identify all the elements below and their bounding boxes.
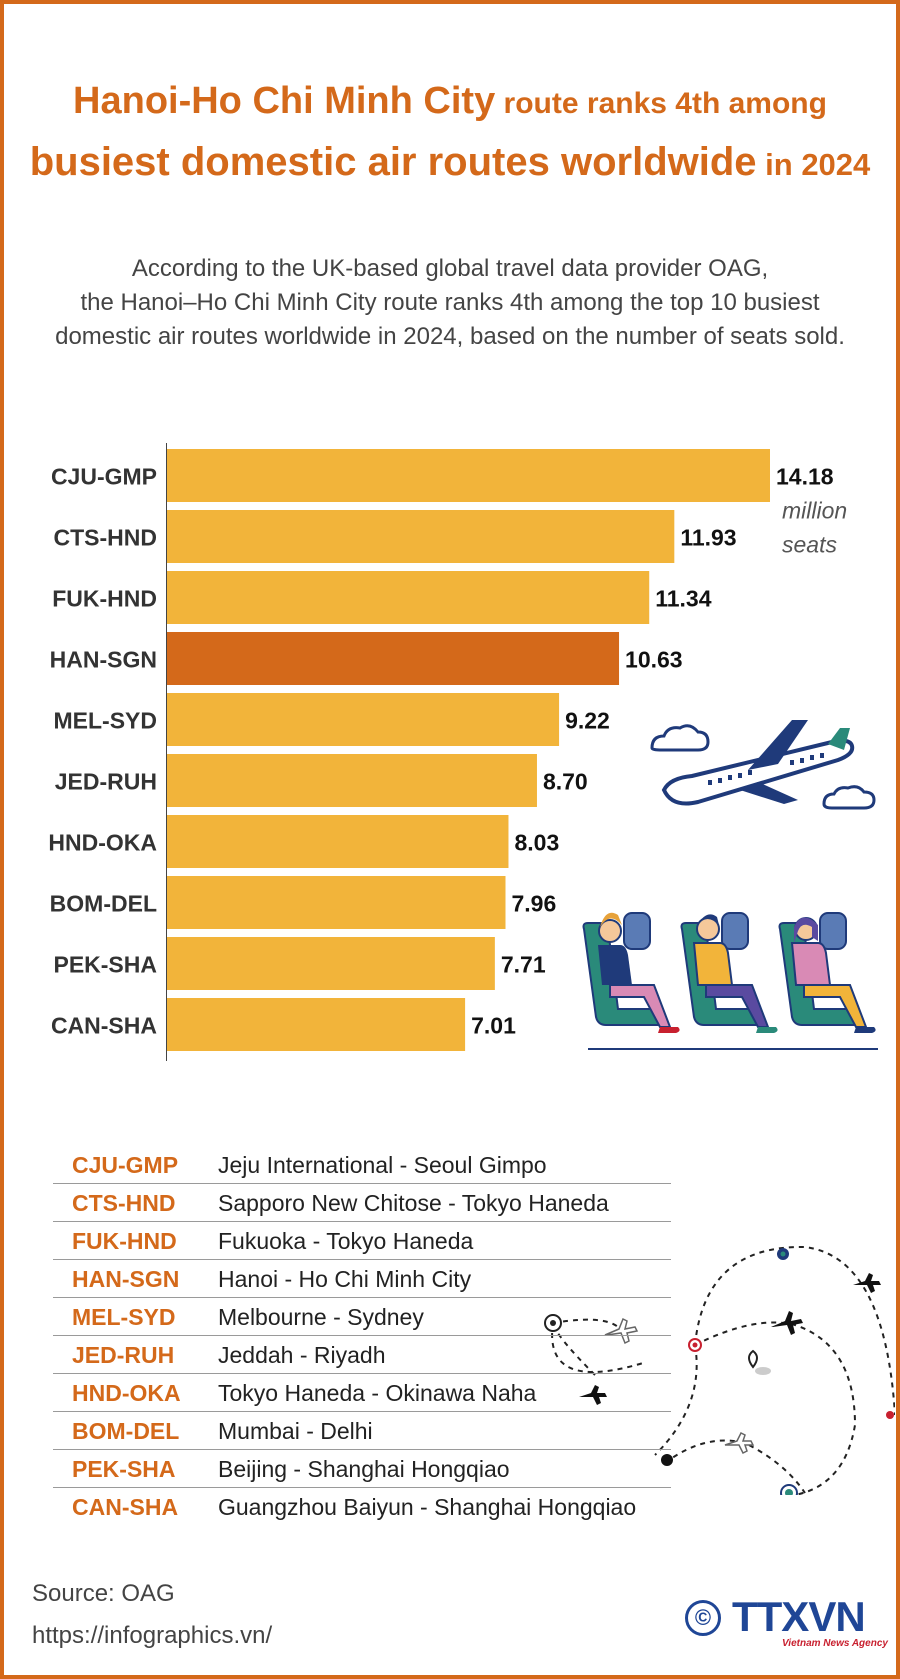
- category-label: CTS-HND: [54, 525, 158, 551]
- brand-subtitle: Vietnam News Agency: [782, 1638, 888, 1649]
- category-label: CAN-SHA: [51, 1013, 157, 1039]
- legend-row: JED-RUH Jeddah - Riyadh: [53, 1336, 671, 1374]
- value-label: 14.18: [776, 464, 834, 490]
- title-part-2: route ranks 4th among: [495, 87, 827, 120]
- value-label: 8.70: [543, 769, 588, 795]
- value-label: 10.63: [625, 647, 683, 673]
- legend-code: CAN-SHA: [72, 1494, 179, 1520]
- bar-jed-ruh: [167, 754, 537, 807]
- seat-passenger-2: [680, 912, 778, 1033]
- source-url[interactable]: https://infographics.vn/: [32, 1622, 273, 1649]
- legend-row: FUK-HND Fukuoka - Tokyo Haneda: [53, 1222, 671, 1260]
- passengers-seated: [582, 912, 878, 1050]
- title-part-1: Hanoi-Ho Chi Minh City: [73, 80, 496, 122]
- subtitle: According to the UK-based global travel …: [30, 252, 870, 354]
- cloud-icon: [650, 724, 710, 752]
- value-label: 11.34: [655, 586, 711, 612]
- bar-mel-syd: [167, 693, 560, 746]
- value-label: 9.22: [565, 708, 610, 734]
- brand-logo: TTXVN: [732, 1593, 866, 1640]
- category-label: JED-RUH: [55, 769, 157, 795]
- title-part-4: in 2024: [756, 147, 871, 182]
- category-label: PEK-SHA: [53, 952, 157, 978]
- unit-label: million: [782, 498, 847, 524]
- subtitle-line-2: the Hanoi–Ho Chi Minh City route ranks 4…: [80, 289, 820, 316]
- airplane-icon: [771, 1311, 803, 1335]
- value-label: 11.93: [680, 525, 736, 551]
- bar-han-sgn: [167, 632, 620, 685]
- title-part-3: busiest domestic air routes worldwide: [29, 140, 757, 184]
- bar-fuk-hnd: [167, 571, 650, 624]
- unit-label: seats: [782, 532, 837, 558]
- legend-code: JED-RUH: [72, 1342, 175, 1368]
- category-label: HAN-SGN: [50, 647, 157, 673]
- legend-name: Tokyo Haneda - Okinawa Naha: [218, 1380, 537, 1406]
- legend-name: Mumbai - Delhi: [218, 1418, 373, 1444]
- legend-name: Hanoi - Ho Chi Minh City: [218, 1266, 472, 1292]
- airplane-icon: [724, 1431, 755, 1455]
- airplane-icon: [650, 720, 876, 810]
- map-pin-icon: [748, 1349, 771, 1375]
- legend-row: PEK-SHA Beijing - Shanghai Hongqiao: [53, 1450, 671, 1488]
- bar-hnd-oka: [167, 815, 509, 868]
- value-label: 7.71: [501, 952, 546, 978]
- legend-code: MEL-SYD: [72, 1304, 176, 1330]
- category-label: HND-OKA: [48, 830, 157, 856]
- page-title: Hanoi-Ho Chi Minh City route ranks 4th a…: [0, 82, 900, 204]
- legend-row: MEL-SYD Melbourne - Sydney: [53, 1298, 671, 1336]
- category-label: FUK-HND: [52, 586, 157, 612]
- category-label: BOM-DEL: [50, 891, 157, 917]
- flight-routes-map: [544, 1245, 895, 1495]
- legend-row: CTS-HND Sapporo New Chitose - Tokyo Hane…: [53, 1184, 671, 1222]
- legend-row: CJU-GMP Jeju International - Seoul Gimpo: [53, 1146, 671, 1184]
- legend-name: Sapporo New Chitose - Tokyo Haneda: [218, 1190, 609, 1216]
- legend-name: Melbourne - Sydney: [218, 1304, 424, 1330]
- legend-code: CTS-HND: [72, 1190, 176, 1216]
- bar-bom-del: [167, 876, 506, 929]
- legend-row: BOM-DEL Mumbai - Delhi: [53, 1412, 671, 1450]
- legend-name: Fukuoka - Tokyo Haneda: [218, 1228, 474, 1254]
- legend-row: CAN-SHA Guangzhou Baiyun - Shanghai Hong…: [53, 1488, 671, 1525]
- value-label: 7.01: [471, 1013, 516, 1039]
- airplane-icon: [853, 1273, 881, 1293]
- legend-row: HAN-SGN Hanoi - Ho Chi Minh City: [53, 1260, 671, 1298]
- legend-name: Jeddah - Riyadh: [218, 1342, 386, 1368]
- subtitle-line-1: According to the UK-based global travel …: [131, 255, 769, 282]
- legend-code: HAN-SGN: [72, 1266, 180, 1292]
- subtitle-line-3: domestic air routes worldwide in 2024, b…: [55, 323, 845, 350]
- bar-cju-gmp: [167, 449, 770, 502]
- source-text: Source: OAG: [32, 1580, 175, 1607]
- legend-code: HND-OKA: [72, 1380, 181, 1406]
- legend-code: BOM-DEL: [72, 1418, 180, 1444]
- bar-pek-sha: [167, 937, 495, 990]
- category-label: MEL-SYD: [54, 708, 158, 734]
- legend-name: Guangzhou Baiyun - Shanghai Hongqiao: [218, 1494, 637, 1520]
- legend-code: PEK-SHA: [72, 1456, 176, 1482]
- airplane-icon: [579, 1385, 607, 1405]
- category-label: CJU-GMP: [51, 464, 157, 490]
- seat-passenger-3: [778, 912, 876, 1033]
- airplane-icon: [604, 1317, 639, 1345]
- bar-cts-hnd: [167, 510, 675, 563]
- bar-can-sha: [167, 998, 466, 1051]
- legend-name: Jeju International - Seoul Gimpo: [218, 1152, 547, 1178]
- legend-code: CJU-GMP: [72, 1152, 179, 1178]
- copyright-icon: ©: [685, 1600, 721, 1636]
- legend-code: FUK-HND: [72, 1228, 177, 1254]
- value-label: 8.03: [514, 830, 559, 856]
- seat-passenger-1: [582, 912, 680, 1033]
- legend-name: Beijing - Shanghai Hongqiao: [218, 1456, 510, 1482]
- value-label: 7.96: [511, 891, 556, 917]
- legend-row: HND-OKA Tokyo Haneda - Okinawa Naha: [53, 1374, 671, 1412]
